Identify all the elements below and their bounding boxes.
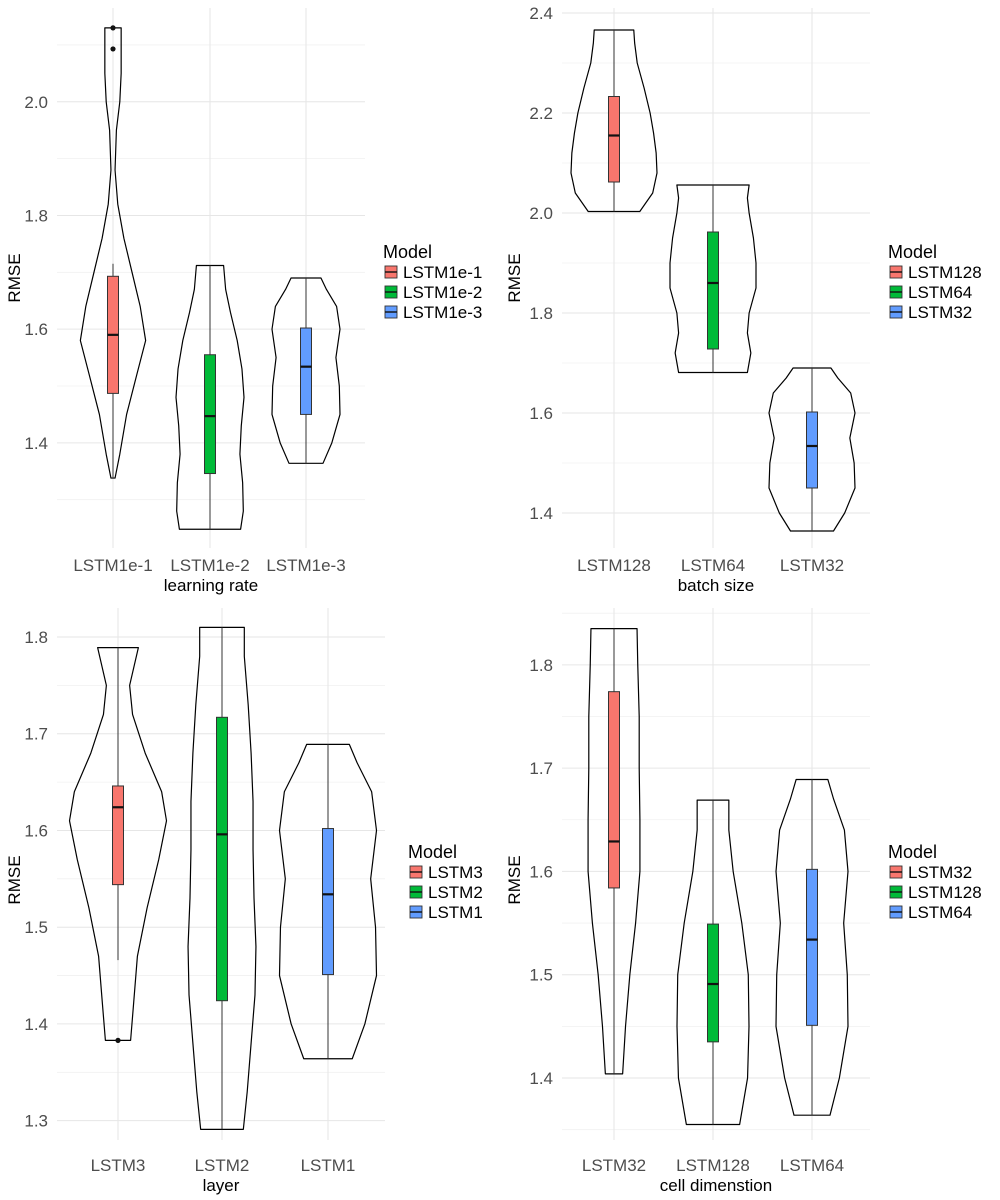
y-tick-label: 1.6 xyxy=(24,821,48,840)
legend-title: Model xyxy=(408,842,457,862)
legend-label: LSTM2 xyxy=(428,883,483,902)
y-tick-label: 2.2 xyxy=(529,104,553,123)
x-tick-label: LSTM1 xyxy=(301,1156,356,1175)
box-LSTM32 xyxy=(608,691,620,889)
x-axis-title: layer xyxy=(203,1176,240,1195)
x-tick-label: LSTM2 xyxy=(195,1156,250,1175)
x-tick-label: LSTM32 xyxy=(780,556,844,575)
violin-LSTM3 xyxy=(68,647,168,1041)
y-tick-label: 1.8 xyxy=(24,206,48,225)
violin-LSTM2 xyxy=(187,626,257,1130)
violin-LSTM128 xyxy=(676,799,750,1126)
y-tick-label: 1.5 xyxy=(24,918,48,937)
y-tick-label: 2.0 xyxy=(24,93,48,112)
x-tick-label: LSTM3 xyxy=(91,1156,146,1175)
box-LSTM128 xyxy=(608,96,620,183)
x-axis-title: learning rate xyxy=(164,576,259,595)
outlier-point xyxy=(110,25,116,31)
legend-label: LSTM32 xyxy=(908,863,972,882)
y-axis-title: RMSE xyxy=(505,253,524,302)
x-tick-label: LSTM1e-2 xyxy=(170,556,249,575)
y-axis-title: RMSE xyxy=(5,253,24,302)
legend-title: Model xyxy=(888,242,937,262)
box-LSTM1 xyxy=(322,828,334,976)
violin-LSTM1 xyxy=(278,743,378,1060)
legend-title: Model xyxy=(888,842,937,862)
y-tick-label: 1.4 xyxy=(529,504,553,523)
y-tick-label: 1.8 xyxy=(529,656,553,675)
legend-label: LSTM128 xyxy=(908,263,982,282)
box-LSTM64 xyxy=(806,868,818,1026)
legend-label: LSTM3 xyxy=(428,863,483,882)
y-tick-label: 1.6 xyxy=(529,404,553,423)
violin-LSTM32 xyxy=(587,628,641,1075)
y-tick-label: 1.4 xyxy=(24,434,48,453)
box-LSTM64 xyxy=(707,231,719,350)
y-tick-label: 1.6 xyxy=(24,320,48,339)
legend-label: LSTM1e-1 xyxy=(403,263,482,282)
y-tick-label: 1.5 xyxy=(529,966,553,985)
violin-LSTM128 xyxy=(570,29,658,213)
violin-LSTM64 xyxy=(775,778,849,1116)
y-tick-label: 2.4 xyxy=(529,4,553,23)
x-axis-title: cell dimenstion xyxy=(660,1176,772,1195)
y-tick-label: 1.4 xyxy=(24,1015,48,1034)
box-LSTM1e-2 xyxy=(204,354,216,475)
violin-LSTM1e-1 xyxy=(79,27,147,479)
y-tick-label: 1.7 xyxy=(24,725,48,744)
violin-LSTM32 xyxy=(768,367,856,532)
x-axis-title: batch size xyxy=(678,576,755,595)
y-tick-label: 1.7 xyxy=(529,759,553,778)
y-tick-label: 1.4 xyxy=(529,1069,553,1088)
box-LSTM3 xyxy=(112,785,124,886)
legend-label: LSTM64 xyxy=(908,283,972,302)
legend-label: LSTM128 xyxy=(908,883,982,902)
x-tick-label: LSTM64 xyxy=(780,1156,844,1175)
y-tick-label: 2.0 xyxy=(529,204,553,223)
y-axis-title: RMSE xyxy=(5,855,24,904)
violin-LSTM1e-2 xyxy=(175,264,245,530)
legend-label: LSTM1 xyxy=(428,903,483,922)
y-tick-label: 1.3 xyxy=(24,1112,48,1131)
y-tick-label: 1.8 xyxy=(529,304,553,323)
box-LSTM2 xyxy=(216,716,228,1002)
x-tick-label: LSTM32 xyxy=(582,1156,646,1175)
legend-label: LSTM1e-3 xyxy=(403,303,482,322)
y-tick-label: 1.8 xyxy=(24,628,48,647)
box-LSTM32 xyxy=(806,411,818,489)
x-tick-label: LSTM64 xyxy=(681,556,745,575)
legend-label: LSTM64 xyxy=(908,903,972,922)
legend-label: LSTM1e-2 xyxy=(403,283,482,302)
x-tick-label: LSTM128 xyxy=(577,556,651,575)
violin-LSTM1e-3 xyxy=(271,277,341,464)
legend-title: Model xyxy=(383,242,432,262)
y-tick-label: 1.6 xyxy=(529,862,553,881)
x-tick-label: LSTM1e-1 xyxy=(73,556,152,575)
box-LSTM1e-3 xyxy=(300,327,312,415)
outlier-point xyxy=(115,1037,121,1043)
legend-label: LSTM32 xyxy=(908,303,972,322)
x-tick-label: LSTM128 xyxy=(676,1156,750,1175)
x-tick-label: LSTM1e-3 xyxy=(266,556,345,575)
outlier-point xyxy=(110,46,116,52)
violin-LSTM64 xyxy=(669,184,757,374)
y-axis-title: RMSE xyxy=(505,855,524,904)
